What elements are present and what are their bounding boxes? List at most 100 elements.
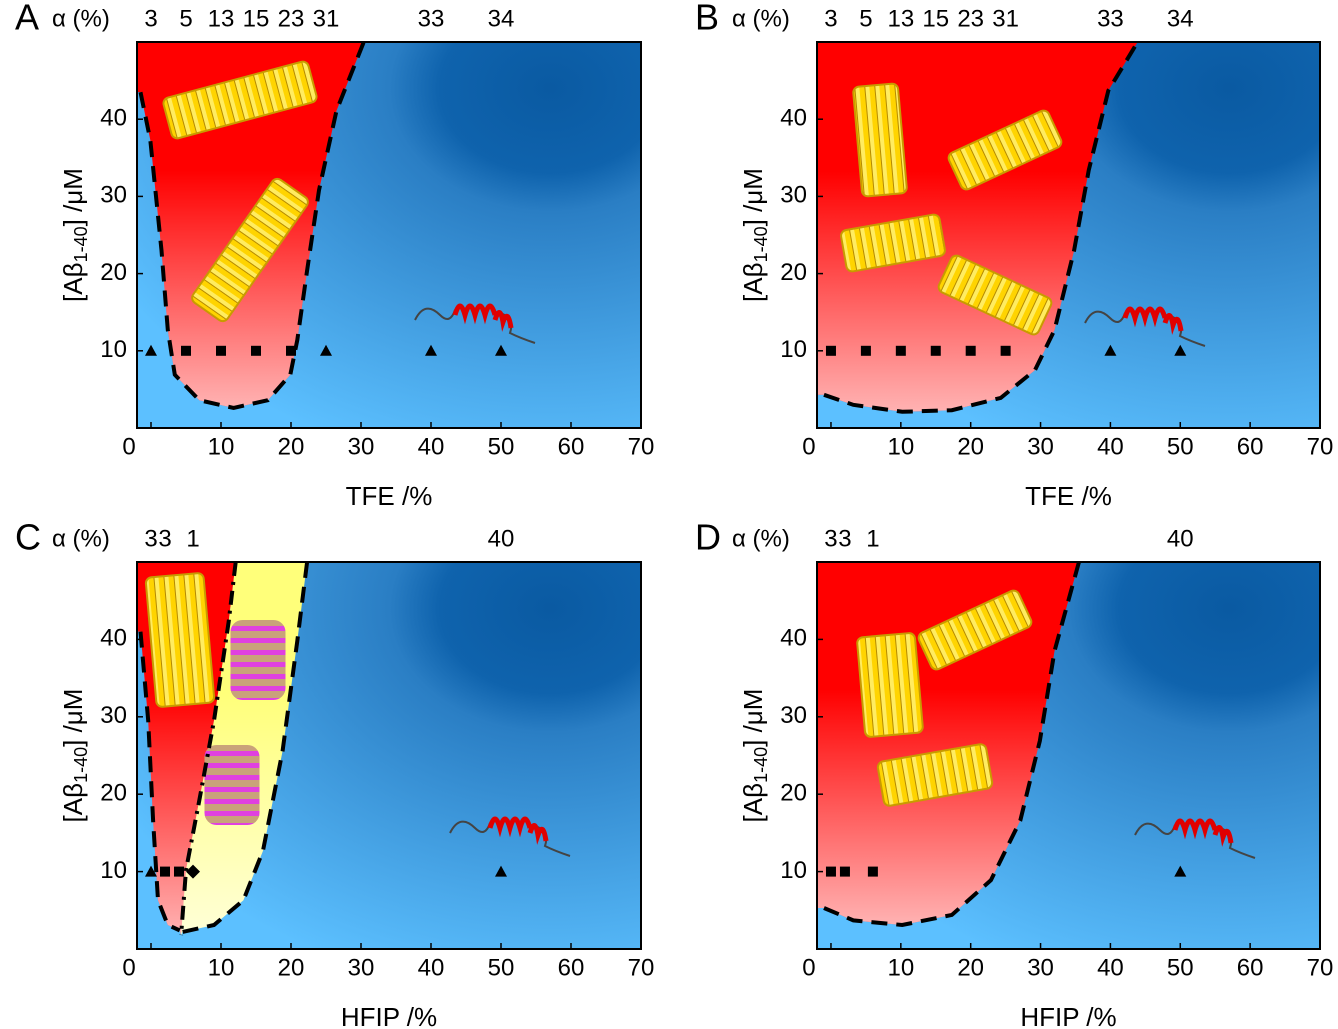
- alpha-axis-label: α (%): [732, 525, 790, 552]
- data-point: [1174, 865, 1187, 877]
- fibril-body: [162, 60, 318, 140]
- panel-label: D: [695, 517, 721, 558]
- fibril-cartoon: [840, 213, 946, 273]
- x-tick-label: 50: [488, 954, 515, 981]
- x-tick-label: 0: [122, 433, 135, 460]
- alpha-value: 3: [144, 525, 157, 552]
- y-label-main: [Aβ: [58, 783, 88, 823]
- fibril-body: [144, 572, 216, 708]
- data-point: [160, 866, 170, 877]
- phase-boundary: [179, 562, 238, 936]
- x-tick-label: 60: [1237, 433, 1264, 460]
- x-tick-label: 40: [1097, 954, 1124, 981]
- x-tick-label: 20: [957, 433, 984, 460]
- alpha-value: 23: [957, 5, 984, 32]
- x-tick-label: 10: [208, 433, 235, 460]
- data-point: [174, 866, 184, 877]
- alpha-value: 34: [488, 5, 515, 32]
- fibril-body: [852, 82, 908, 198]
- y-tick-label: 30: [780, 702, 807, 729]
- x-tick-label: 0: [802, 433, 815, 460]
- x-axis-label: HFIP /%: [341, 1002, 437, 1029]
- data-point: [930, 345, 941, 356]
- x-tick-label: 20: [957, 954, 984, 981]
- x-tick-label: 70: [1307, 433, 1334, 460]
- x-tick-label: 60: [558, 954, 585, 981]
- peptide-helix: [452, 303, 514, 332]
- y-label-sub: 1-40: [71, 747, 91, 783]
- x-tick-label: 40: [1097, 433, 1124, 460]
- x-tick-label: 30: [1027, 433, 1054, 460]
- y-label-sub: 1-40: [71, 226, 91, 262]
- data-point: [425, 344, 437, 356]
- y-label-sub: 1-40: [751, 747, 771, 783]
- x-tick-label: 70: [1307, 954, 1334, 981]
- y-axis-label: [Aβ1-40] /μM: [738, 689, 771, 823]
- y-label-unit: ] /μM: [738, 689, 768, 747]
- plot-frame: [136, 41, 642, 429]
- fibril-cartoon: [947, 109, 1063, 191]
- alpha-value: 15: [922, 5, 949, 32]
- alpha-value: 23: [278, 5, 305, 32]
- x-tick-label: 60: [1237, 954, 1264, 981]
- plot-area: [817, 42, 1206, 414]
- peptide-helix: [1172, 818, 1234, 847]
- y-tick-label: 30: [100, 702, 127, 729]
- panel: 0 10 20 30 40 50 60 70 10 20 30 40 3 5 13 15 23 31 33 34 B α …: [695, 0, 1333, 511]
- alpha-value: 31: [313, 5, 340, 32]
- x-tick-label: 40: [418, 433, 445, 460]
- alpha-value: 34: [1167, 5, 1194, 32]
- oligomer-body: [204, 745, 260, 825]
- x-tick-label: 30: [348, 954, 375, 981]
- y-label-main: [Aβ: [58, 262, 88, 302]
- x-tick-label: 50: [488, 433, 515, 460]
- alpha-value: 33: [1097, 5, 1124, 32]
- y-axis-label: [Aβ1-40] /μM: [58, 168, 91, 302]
- y-tick-label: 10: [780, 336, 807, 363]
- y-tick-label: 20: [780, 259, 807, 286]
- data-point: [216, 345, 226, 356]
- data-point: [839, 866, 850, 877]
- x-tick-label: 40: [418, 954, 445, 981]
- fibril-cartoon: [937, 254, 1053, 336]
- alpha-value: 13: [887, 5, 914, 32]
- alpha-value: 3: [838, 525, 851, 552]
- data-point: [867, 866, 878, 877]
- data-point: [860, 345, 871, 356]
- panel-label: B: [695, 0, 719, 38]
- data-point: [145, 344, 157, 356]
- data-point: [895, 345, 906, 356]
- plot-frame: [816, 561, 1321, 950]
- plot-frame: [136, 561, 642, 950]
- y-label-unit: ] /μM: [58, 168, 88, 226]
- fibril-cartoon: [917, 589, 1033, 671]
- data-point: [825, 866, 836, 877]
- x-tick-label: 60: [558, 433, 585, 460]
- data-point: [1000, 345, 1011, 356]
- y-label-unit: ] /μM: [58, 689, 88, 747]
- alpha-axis-label: α (%): [732, 5, 790, 32]
- plot-area: [817, 562, 1256, 928]
- y-tick-label: 30: [100, 182, 127, 209]
- y-tick-label: 10: [780, 857, 807, 884]
- plot-area: [137, 42, 536, 410]
- y-axis-label: [Aβ1-40] /μM: [738, 168, 771, 302]
- alpha-value: 13: [208, 5, 235, 32]
- y-tick-label: 40: [780, 625, 807, 652]
- alpha-value: 3: [824, 5, 837, 32]
- fibril-cartoon: [144, 572, 216, 708]
- data-point: [320, 344, 332, 356]
- alpha-value: 3: [824, 525, 837, 552]
- y-label-main: [Aβ: [738, 783, 768, 823]
- y-axis-label: [Aβ1-40] /μM: [58, 689, 91, 823]
- fibril-cartoon: [191, 177, 309, 323]
- oligomer-cartoon: [204, 745, 260, 825]
- y-label-sub: 1-40: [751, 226, 771, 262]
- alpha-value: 1: [186, 525, 199, 552]
- y-tick-label: 40: [100, 625, 127, 652]
- fibril-cartoon: [856, 632, 924, 738]
- fibril-body: [947, 109, 1063, 191]
- alpha-value: 3: [144, 5, 157, 32]
- panel-label: C: [15, 517, 41, 558]
